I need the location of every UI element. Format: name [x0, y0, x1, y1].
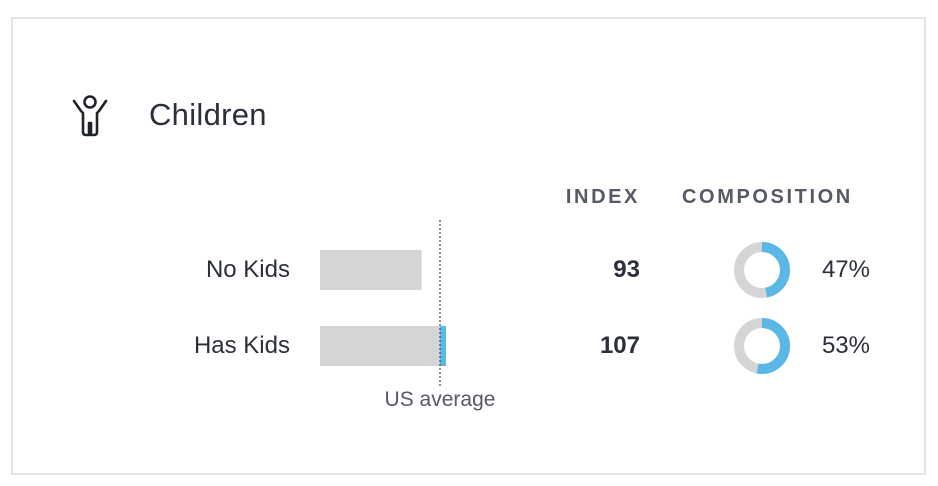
index-value-no-kids: 93	[613, 256, 640, 283]
composition-value-no-kids: 47%	[821, 256, 870, 283]
row-label-no-kids: No Kids	[205, 256, 290, 283]
bar-fill-has-kids	[430, 326, 440, 366]
index-value-has-kids: 107	[599, 332, 640, 359]
child-icon	[72, 95, 108, 137]
section-title: Children	[149, 97, 267, 132]
ring-has-kids	[734, 318, 790, 374]
bar-over-has-kids	[440, 326, 446, 366]
bar-no-kids	[320, 250, 422, 290]
index-header: INDEX	[565, 186, 640, 208]
bar-has-kids	[320, 326, 430, 366]
composition-value-has-kids: 53%	[821, 332, 870, 359]
row-label-has-kids: Has Kids	[193, 332, 290, 359]
ring-no-kids	[734, 242, 790, 298]
us-average-label: US average	[384, 388, 496, 411]
composition-header: COMPOSITION	[682, 186, 853, 208]
